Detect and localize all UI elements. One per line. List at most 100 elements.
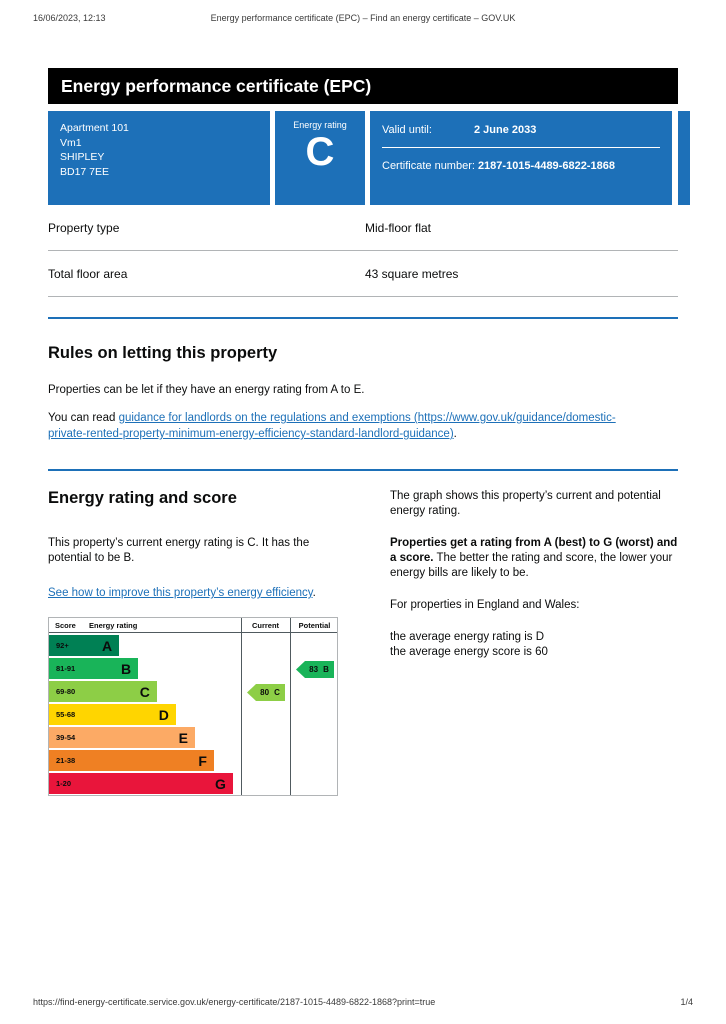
certificate-number-label: Certificate number: xyxy=(382,160,475,172)
property-facts: Property type Mid-floor flat Total floor… xyxy=(48,205,678,297)
epc-band-row-d: 55-68 D xyxy=(49,702,337,725)
england-wales-paragraph: For properties in England and Wales: xyxy=(390,598,580,611)
valid-until-value: 2 June 2033 xyxy=(474,124,537,136)
rating-explanation-rest: The better the rating and score, the low… xyxy=(390,552,673,579)
epc-band-row-a: 92+ A xyxy=(49,633,337,656)
average-score-line: the average energy score is 60 xyxy=(390,645,548,658)
potential-rating-marker-score: 83 xyxy=(309,665,319,674)
graph-description-paragraph: The graph shows this property’s current … xyxy=(390,490,661,518)
epc-band-row-b: 81-91 B xyxy=(49,656,337,679)
address-line-2: Vm1 xyxy=(60,136,82,149)
current-rating-marker-letter: C xyxy=(274,688,280,697)
improve-paragraph-suffix: . xyxy=(312,587,316,600)
rating-heading: Energy rating and score xyxy=(48,489,237,508)
epc-band-score-range: 55-68 xyxy=(56,710,76,719)
chart-header-current: Current xyxy=(251,621,280,630)
section-divider xyxy=(48,469,678,472)
summary-divider xyxy=(270,111,275,205)
certificate-content: Energy performance certificate (EPC) Apa… xyxy=(48,68,690,796)
improve-efficiency-link[interactable]: See how to improve this property’s energ… xyxy=(48,587,313,600)
epc-band-row-e: 39-54 E xyxy=(49,725,337,748)
epc-band-row-g: 1-20 G xyxy=(49,771,337,794)
letting-paragraph-1: Properties can be let if they have an en… xyxy=(48,384,365,396)
energy-rating-box: Energy rating C xyxy=(275,111,365,205)
fact-row-property-type: Property type Mid-floor flat xyxy=(48,205,678,251)
print-page-title: Energy performance certificate (EPC) – F… xyxy=(210,13,516,23)
rating-explanation-paragraph: Properties get a rating from A (best) to… xyxy=(390,536,678,581)
epc-band-score-range: 81-91 xyxy=(56,664,76,673)
section-divider xyxy=(48,317,678,319)
epc-band-bar-a: 92+ A xyxy=(49,635,120,656)
energy-rating-chart: Score Energy rating Current Potential 92… xyxy=(48,617,338,796)
chart-header-potential: Potential xyxy=(298,621,331,630)
average-rating-line: the average energy rating is D xyxy=(390,630,545,643)
letting-paragraph-2: You can read guidance for landlords on t… xyxy=(48,410,640,442)
certificate-summary-box: Apartment 101 Vm1 SHIPLEY BD17 7EE Energ… xyxy=(48,111,690,205)
address-line-4: BD17 7EE xyxy=(60,166,110,179)
chart-header-score: Score xyxy=(55,621,76,630)
epc-band-bar-b: 81-91 B xyxy=(49,658,139,679)
certificate-title: Energy performance certificate (EPC) xyxy=(61,75,372,96)
epc-band-score-range: 92+ xyxy=(56,641,69,650)
valid-until-label: Valid until: xyxy=(382,124,432,136)
address-line-3: SHIPLEY xyxy=(60,151,105,164)
epc-band-score-range: 1-20 xyxy=(56,779,72,788)
rating-left-column: Energy rating and score This property’s … xyxy=(48,489,343,796)
epc-band-letter: F xyxy=(198,752,207,769)
epc-band-bar-g: 1-20 G xyxy=(49,773,233,794)
property-address: Apartment 101 Vm1 SHIPLEY BD17 7EE xyxy=(48,111,270,205)
epc-band-letter: B xyxy=(120,660,132,677)
epc-band-bar-e: 39-54 E xyxy=(49,727,195,748)
print-header: 16/06/2023, 12:13 Energy performance cer… xyxy=(33,13,693,25)
epc-band-score-range: 69-80 xyxy=(56,687,76,696)
summary-right-strip xyxy=(678,111,690,205)
print-datetime: 16/06/2023, 12:13 xyxy=(33,13,106,23)
chart-column-line xyxy=(290,618,291,795)
validity-box: Valid until: 2 June 2033 Certificate numb… xyxy=(370,111,672,205)
energy-rating-label: Energy rating xyxy=(293,120,347,130)
epc-band-row-c: 69-80 C xyxy=(49,679,337,702)
current-rating-marker: 80 C xyxy=(247,684,285,701)
landlord-guidance-link[interactable]: guidance for landlords on the regulation… xyxy=(48,412,616,441)
address-line-1: Apartment 101 xyxy=(60,122,129,134)
epc-band-letter: A xyxy=(101,637,113,654)
current-rating-marker-score: 80 xyxy=(260,688,270,697)
certificate-number-value: 2187-1015-4489-6822-1868 xyxy=(477,160,615,172)
valid-until-row: Valid until: 2 June 2033 xyxy=(382,124,660,136)
improve-paragraph: See how to improve this property’s energ… xyxy=(48,586,343,601)
certificate-banner: Energy performance certificate (EPC) xyxy=(48,68,678,104)
epc-band-letter: E xyxy=(178,729,188,746)
letting-heading: Rules on letting this property xyxy=(48,344,278,362)
energy-rating-section: Energy rating and score This property’s … xyxy=(48,471,678,796)
epc-band-letter: G xyxy=(215,775,226,792)
summary-divider xyxy=(365,111,370,205)
footer-page-number: 1/4 xyxy=(680,997,693,1007)
epc-band-bar-d: 55-68 D xyxy=(49,704,176,725)
fact-label: Property type xyxy=(48,220,120,235)
epc-band-letter: C xyxy=(139,683,150,700)
epc-band-letter: D xyxy=(158,706,169,723)
footer-url: https://find-energy-certificate.service.… xyxy=(33,997,436,1007)
letting-paragraph-2-suffix: . xyxy=(453,428,457,441)
chart-header-energy-rating: Energy rating xyxy=(89,621,138,630)
epc-band-row-f: 21-38 F xyxy=(49,748,337,771)
rating-intro-paragraph: This property’s current energy rating is… xyxy=(48,537,310,565)
potential-rating-marker: 83 B xyxy=(296,661,334,678)
epc-band-bar-f: 21-38 F xyxy=(49,750,214,771)
letting-paragraph-2-prefix: You can read xyxy=(48,412,119,424)
rating-right-column: The graph shows this property’s current … xyxy=(390,489,678,796)
fact-value: 43 square metres xyxy=(365,266,459,281)
epc-bands-body: 92+ A 81-91 B 69-80 C 55-68 D 39-54 E 21-38 F 1-20 G xyxy=(49,633,337,794)
summary-divider xyxy=(672,111,678,205)
chart-column-line xyxy=(241,618,242,795)
validity-rule xyxy=(382,147,660,148)
potential-rating-marker-letter: B xyxy=(323,665,329,674)
print-footer: https://find-energy-certificate.service.… xyxy=(33,997,693,1007)
epc-band-score-range: 39-54 xyxy=(56,733,76,742)
energy-rating-value: C xyxy=(305,130,335,174)
averages-paragraph: the average energy rating is D the avera… xyxy=(390,630,678,660)
rating-explanation-bold: Properties get a rating from A (best) to… xyxy=(390,537,678,564)
fact-row-total-floor-area: Total floor area 43 square metres xyxy=(48,251,678,297)
epc-band-score-range: 21-38 xyxy=(56,756,76,765)
